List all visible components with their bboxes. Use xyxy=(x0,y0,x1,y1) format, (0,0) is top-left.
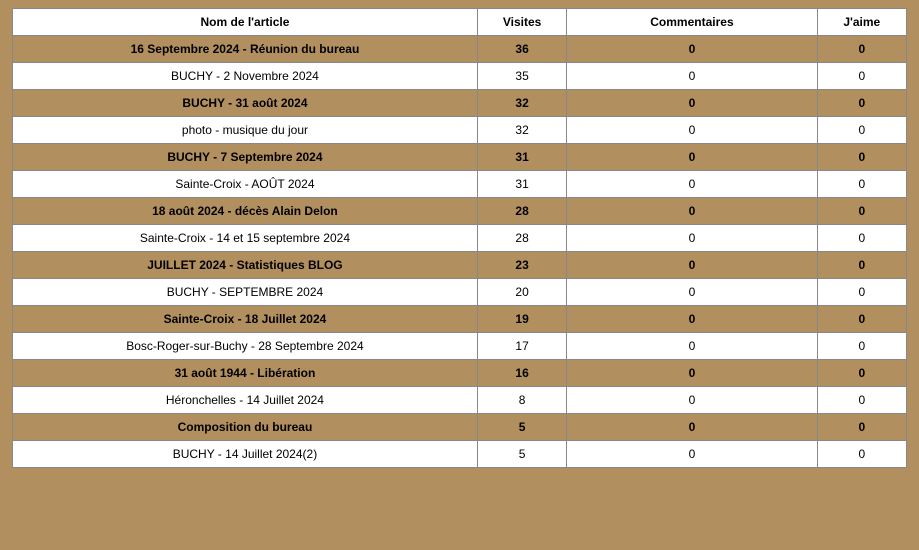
cell-comments: 0 xyxy=(567,333,817,360)
cell-comments: 0 xyxy=(567,225,817,252)
cell-comments: 0 xyxy=(567,279,817,306)
cell-name: BUCHY - 14 Juillet 2024(2) xyxy=(13,441,478,468)
cell-name: 31 août 1944 - Libération xyxy=(13,360,478,387)
cell-name: BUCHY - 7 Septembre 2024 xyxy=(13,144,478,171)
cell-visits: 5 xyxy=(477,441,566,468)
col-header-likes: J'aime xyxy=(817,9,906,36)
cell-visits: 5 xyxy=(477,414,566,441)
cell-comments: 0 xyxy=(567,171,817,198)
cell-comments: 0 xyxy=(567,198,817,225)
cell-visits: 35 xyxy=(477,63,566,90)
table-row: Bosc-Roger-sur-Buchy - 28 Septembre 2024… xyxy=(13,333,907,360)
table-row: 31 août 1944 - Libération1600 xyxy=(13,360,907,387)
cell-likes: 0 xyxy=(817,225,906,252)
cell-likes: 0 xyxy=(817,252,906,279)
cell-visits: 19 xyxy=(477,306,566,333)
table-row: BUCHY - SEPTEMBRE 20242000 xyxy=(13,279,907,306)
cell-comments: 0 xyxy=(567,387,817,414)
cell-visits: 17 xyxy=(477,333,566,360)
cell-comments: 0 xyxy=(567,360,817,387)
table-row: Composition du bureau500 xyxy=(13,414,907,441)
cell-likes: 0 xyxy=(817,171,906,198)
cell-name: JUILLET 2024 - Statistiques BLOG xyxy=(13,252,478,279)
page-root: Nom de l'article Visites Commentaires J'… xyxy=(0,0,919,478)
table-body: 16 Septembre 2024 - Réunion du bureau360… xyxy=(13,36,907,468)
cell-name: BUCHY - SEPTEMBRE 2024 xyxy=(13,279,478,306)
cell-likes: 0 xyxy=(817,117,906,144)
cell-visits: 31 xyxy=(477,171,566,198)
table-row: BUCHY - 2 Novembre 20243500 xyxy=(13,63,907,90)
col-header-name: Nom de l'article xyxy=(13,9,478,36)
cell-likes: 0 xyxy=(817,441,906,468)
cell-comments: 0 xyxy=(567,306,817,333)
cell-likes: 0 xyxy=(817,198,906,225)
cell-visits: 28 xyxy=(477,225,566,252)
table-row: Héronchelles - 14 Juillet 2024800 xyxy=(13,387,907,414)
cell-visits: 28 xyxy=(477,198,566,225)
cell-name: BUCHY - 2 Novembre 2024 xyxy=(13,63,478,90)
cell-visits: 32 xyxy=(477,117,566,144)
col-header-visits: Visites xyxy=(477,9,566,36)
table-row: JUILLET 2024 - Statistiques BLOG2300 xyxy=(13,252,907,279)
cell-name: Sainte-Croix - 18 Juillet 2024 xyxy=(13,306,478,333)
cell-likes: 0 xyxy=(817,306,906,333)
cell-likes: 0 xyxy=(817,333,906,360)
cell-comments: 0 xyxy=(567,441,817,468)
cell-name: Composition du bureau xyxy=(13,414,478,441)
table-row: photo - musique du jour3200 xyxy=(13,117,907,144)
cell-name: Héronchelles - 14 Juillet 2024 xyxy=(13,387,478,414)
cell-comments: 0 xyxy=(567,117,817,144)
cell-comments: 0 xyxy=(567,36,817,63)
table-row: BUCHY - 14 Juillet 2024(2)500 xyxy=(13,441,907,468)
cell-name: 16 Septembre 2024 - Réunion du bureau xyxy=(13,36,478,63)
cell-name: Sainte-Croix - AOÛT 2024 xyxy=(13,171,478,198)
cell-visits: 36 xyxy=(477,36,566,63)
table-row: 18 août 2024 - décès Alain Delon2800 xyxy=(13,198,907,225)
cell-comments: 0 xyxy=(567,252,817,279)
col-header-comments: Commentaires xyxy=(567,9,817,36)
cell-comments: 0 xyxy=(567,144,817,171)
cell-visits: 32 xyxy=(477,90,566,117)
cell-name: Bosc-Roger-sur-Buchy - 28 Septembre 2024 xyxy=(13,333,478,360)
cell-visits: 23 xyxy=(477,252,566,279)
cell-likes: 0 xyxy=(817,36,906,63)
table-row: Sainte-Croix - 18 Juillet 20241900 xyxy=(13,306,907,333)
cell-likes: 0 xyxy=(817,279,906,306)
cell-name: 18 août 2024 - décès Alain Delon xyxy=(13,198,478,225)
stats-table: Nom de l'article Visites Commentaires J'… xyxy=(12,8,907,468)
cell-visits: 31 xyxy=(477,144,566,171)
table-header: Nom de l'article Visites Commentaires J'… xyxy=(13,9,907,36)
cell-likes: 0 xyxy=(817,387,906,414)
cell-name: BUCHY - 31 août 2024 xyxy=(13,90,478,117)
cell-visits: 16 xyxy=(477,360,566,387)
cell-name: photo - musique du jour xyxy=(13,117,478,144)
cell-likes: 0 xyxy=(817,360,906,387)
table-row: Sainte-Croix - 14 et 15 septembre 202428… xyxy=(13,225,907,252)
cell-likes: 0 xyxy=(817,90,906,117)
table-row: 16 Septembre 2024 - Réunion du bureau360… xyxy=(13,36,907,63)
table-row: BUCHY - 31 août 20243200 xyxy=(13,90,907,117)
cell-name: Sainte-Croix - 14 et 15 septembre 2024 xyxy=(13,225,478,252)
cell-likes: 0 xyxy=(817,414,906,441)
table-row: Sainte-Croix - AOÛT 20243100 xyxy=(13,171,907,198)
cell-likes: 0 xyxy=(817,144,906,171)
cell-visits: 8 xyxy=(477,387,566,414)
cell-comments: 0 xyxy=(567,63,817,90)
cell-comments: 0 xyxy=(567,414,817,441)
table-row: BUCHY - 7 Septembre 20243100 xyxy=(13,144,907,171)
cell-comments: 0 xyxy=(567,90,817,117)
cell-likes: 0 xyxy=(817,63,906,90)
cell-visits: 20 xyxy=(477,279,566,306)
